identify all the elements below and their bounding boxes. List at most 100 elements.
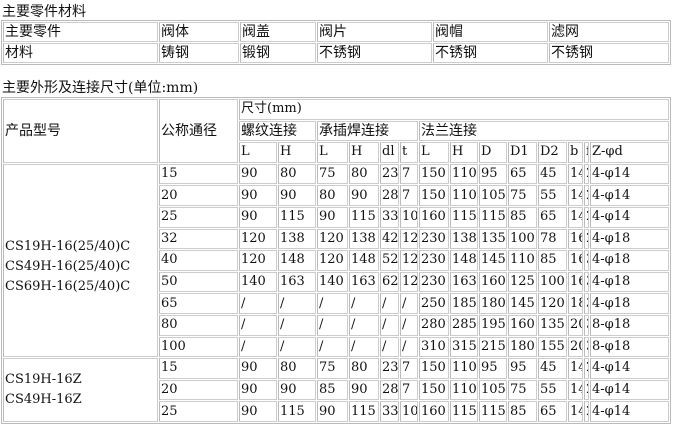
table-cell: 95 [508,358,537,379]
table-cell: 7 [400,163,418,185]
table-cell: 155 [538,336,567,358]
table-row: CS19H-16Z CS49H-16Z 15 90 80 75 80 23 7 150 110 95 9… [3,358,669,422]
subcol-header: b [568,142,583,163]
materials-cell: 锻钢 [240,43,316,63]
table-cell: 185 [450,293,478,314]
table-cell: / [349,336,379,358]
table-cell: 65 [538,206,567,228]
table-cell: 80 [278,358,316,379]
table-cell: 2 [584,185,589,206]
model-header: 产品型号 [3,99,158,163]
table-cell: 2 [584,163,589,185]
table-cell: 23 [380,358,399,379]
table-cell: 110 [450,163,478,185]
table-cell: 120 [317,250,348,271]
table-row: 65//////2501851801451201834-φ18 [3,293,669,314]
table-cell: 145 [479,250,507,271]
table-cell: 75 [317,358,348,379]
table-cell: 285 [450,314,478,336]
table-cell: / [317,314,348,336]
table-cell: 18 [568,293,583,314]
table-cell: 90 [349,185,379,206]
table-cell: 95 [479,163,507,185]
materials-table: 主要零件 阀体 阀盖 阀片 阀帽 滤网 材料 铸钢 锻钢 不锈钢 不锈钢 不锈钢 [1,20,671,65]
table-cell: 105 [479,185,507,206]
table-cell: / [317,336,348,358]
subcol-header: D2 [538,142,567,163]
table-cell: 75 [317,163,348,185]
table-cell: 4-φ14 [590,163,669,185]
table-cell: 3 [584,250,589,271]
table-cell: 160 [508,314,537,336]
table-cell: 110 [450,379,478,401]
table-cell: 50 [159,271,238,293]
materials-row: 材料 铸钢 锻钢 不锈钢 不锈钢 不锈钢 [3,43,669,63]
subcol-header: D [479,142,507,163]
table-cell: 230 [419,250,449,271]
table-cell: 40 [159,250,238,271]
table-cell: 14 [568,379,583,401]
table-cell: 2 [584,228,589,250]
table-row: 401201481201485212230148145110851634-φ18 [3,250,669,271]
table-cell: 180 [479,293,507,314]
table-cell: 12 [400,228,418,250]
table-cell: 215 [479,336,507,358]
table-cell: 55 [538,379,567,401]
table-cell: 28 [380,379,399,401]
table-cell: 52 [380,250,399,271]
materials-header-cell: 主要零件 [3,22,158,42]
table-cell: 150 [419,379,449,401]
model-name: CS19H-16(25/40)C [5,239,131,255]
table-cell: 90 [239,358,277,379]
table-cell: 16 [568,271,583,293]
table-cell: 45 [538,163,567,185]
table-cell: 230 [419,271,449,293]
table-cell: 80 [317,185,348,206]
table-cell: 100 [538,271,567,293]
table-cell: 20 [159,185,238,206]
table-cell: / [380,293,399,314]
materials-header-cell: 阀体 [159,22,239,42]
subcol-header: Z-φd [590,142,669,163]
table-cell: 4-φ14 [590,358,669,379]
table-cell: 90 [239,206,277,228]
group-header: 法兰连接 [419,120,669,142]
table-cell: 160 [419,206,449,228]
table-cell: 7 [400,379,418,401]
table-row: 80//////2802851951601352038-φ18 [3,314,669,336]
table-cell: 105 [479,379,507,401]
table-cell: 20 [568,336,583,358]
table-cell: 90 [239,185,277,206]
table-cell: 100 [508,228,537,250]
table-cell: 2 [584,206,589,228]
header-row: 产品型号 公称通径 尺寸(mm) [3,99,669,163]
table-cell: 28 [380,185,399,206]
table-cell: 148 [349,250,379,271]
table-cell: 145 [508,293,537,314]
materials-cell: 不锈钢 [549,43,669,63]
subcol-header: t [400,142,418,163]
table-row: 100//////3103152151801552038-φ18 [3,336,669,358]
table-cell: 90 [349,379,379,401]
subcol-header: L [419,142,449,163]
dn-header: 公称通径 [159,99,238,163]
table-cell: 25 [159,206,238,228]
table-cell: 80 [278,163,316,185]
table-cell: 150 [419,358,449,379]
table-cell: 16 [568,228,583,250]
model-cell: CS19H-16Z CS49H-16Z [3,358,158,422]
subcol-header: H [278,142,316,163]
table-cell: 32 [159,228,238,250]
table-cell: 85 [317,379,348,401]
materials-title: 主要零件材料 [2,4,86,20]
table-cell: 80 [349,358,379,379]
materials-header-cell: 阀盖 [240,22,316,42]
table-cell: 280 [419,314,449,336]
table-cell: 138 [278,228,316,250]
table-cell: 14 [568,358,583,379]
table-cell: 115 [278,206,316,228]
table-cell: / [239,336,277,358]
table-cell: 4-φ14 [590,206,669,228]
table-cell: 75 [508,185,537,206]
table-cell: 7 [400,185,418,206]
